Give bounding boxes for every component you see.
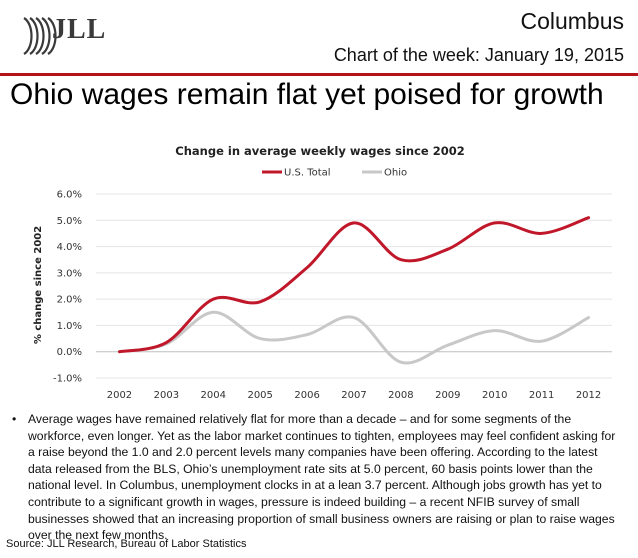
y-tick-label: 5.0% — [57, 216, 82, 227]
series-line-ohio — [117, 310, 591, 365]
logo-text: JLL — [52, 14, 107, 45]
y-tick-label: 0.0% — [57, 347, 82, 358]
chart-title: Change in average weekly wages since 200… — [175, 144, 464, 158]
legend-label: U.S. Total — [284, 168, 331, 179]
body-bullet: • Average wages have remained relatively… — [12, 411, 622, 544]
y-tick-label: 1.0% — [57, 321, 82, 332]
chart-gridlines — [96, 193, 612, 379]
y-tick-label: -1.0% — [53, 374, 82, 385]
chart-legend: U.S. Total Ohio — [262, 168, 407, 179]
body-bullet-text: Average wages have remained relatively f… — [28, 412, 616, 543]
region-title: Columbus — [520, 8, 624, 34]
x-tick-label: 2002 — [107, 390, 132, 401]
x-tick-label: 2011 — [529, 390, 554, 401]
y-axis-label: % change since 2002 — [33, 226, 44, 344]
legend-label: Ohio — [384, 168, 407, 179]
y-axis-ticks: -1.0% 0.0% 1.0% 2.0% 3.0% 4.0% 5.0% 6.0% — [53, 190, 82, 385]
jll-logo-icon — [23, 17, 57, 55]
chart-of-week-subtitle: Chart of the week: January 19, 2015 — [333, 45, 624, 65]
x-tick-label: 2003 — [154, 390, 179, 401]
x-tick-label: 2010 — [482, 390, 507, 401]
x-tick-label: 2009 — [435, 390, 460, 401]
series-line-u-s-total — [117, 216, 591, 354]
y-tick-label: 4.0% — [57, 242, 82, 253]
chart-series — [117, 216, 591, 365]
x-tick-label: 2005 — [247, 390, 272, 401]
page-headline: Ohio wages remain flat yet poised for gr… — [10, 78, 604, 111]
x-tick-label: 2008 — [388, 390, 413, 401]
bullet-dot: • — [12, 412, 17, 426]
y-tick-label: 2.0% — [57, 295, 82, 306]
header: JLL Columbus Chart of the week: January … — [0, 0, 638, 75]
x-tick-label: 2006 — [294, 390, 319, 401]
x-tick-label: 2012 — [576, 390, 601, 401]
header-divider — [0, 73, 638, 76]
y-tick-label: 6.0% — [57, 190, 82, 201]
x-axis-ticks: 2002 2003 2004 2005 2006 2007 2008 2009 2010 2011… — [107, 390, 602, 401]
source-note: Source: JLL Research, Bureau of Labor St… — [6, 538, 247, 550]
wages-line-chart: Change in average weekly wages since 200… — [33, 144, 612, 401]
y-tick-label: 3.0% — [57, 268, 82, 279]
x-tick-label: 2004 — [201, 390, 226, 401]
x-tick-label: 2007 — [341, 390, 366, 401]
